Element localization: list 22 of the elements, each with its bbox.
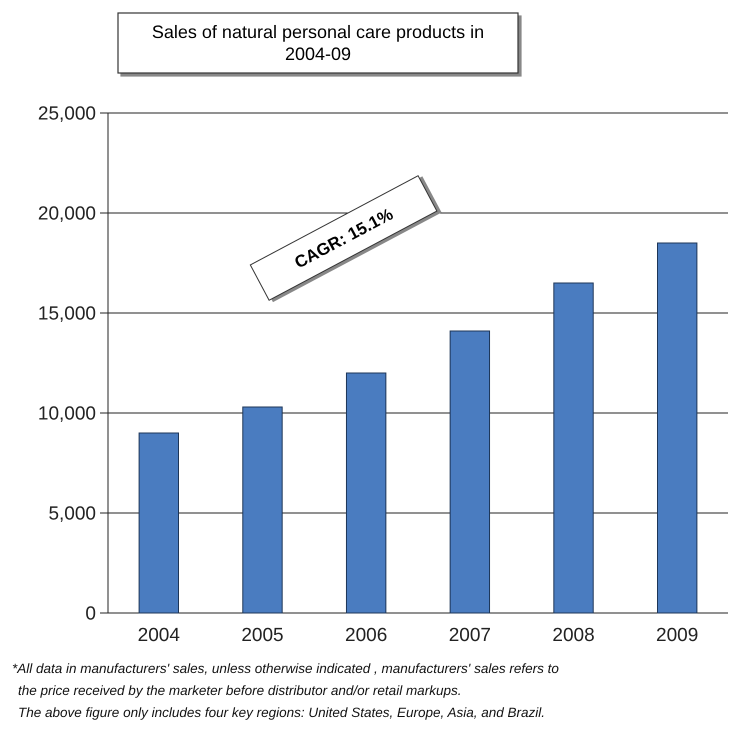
y-tick-label: 10,000 bbox=[38, 404, 96, 425]
x-tick-label: 2007 bbox=[448, 625, 491, 646]
text: *All data in manufacturers' sales, unless otherwise indicated , manufacturers' sales refers to bbox=[12, 661, 560, 676]
bar bbox=[242, 406, 283, 614]
text: The above figure only includes four key regions: United States, Europe, Asia, and Brazil. bbox=[18, 705, 546, 720]
y-tick-label: 5,000 bbox=[48, 504, 96, 525]
bar bbox=[553, 282, 594, 614]
y-tick-label: 15,000 bbox=[38, 304, 96, 325]
x-tick-label: 2004 bbox=[138, 625, 180, 646]
y-tick-label: 25,000 bbox=[38, 104, 96, 125]
x-tick-label: 2008 bbox=[552, 625, 595, 646]
bar bbox=[346, 372, 386, 614]
text: the price received by the marketer before distributor and/or retail markups. bbox=[18, 683, 462, 698]
bar bbox=[450, 330, 490, 614]
x-tick-label: 2005 bbox=[241, 625, 284, 646]
bar bbox=[138, 432, 179, 614]
x-tick-label: 2009 bbox=[656, 625, 698, 646]
chart-title: Sales of natural personal care products in 2004-09 bbox=[152, 22, 484, 64]
x-tick-label: 2006 bbox=[345, 625, 388, 646]
y-tick-label: 20,000 bbox=[38, 204, 96, 225]
bar bbox=[657, 242, 698, 614]
y-tick-label: 0 bbox=[85, 604, 96, 625]
